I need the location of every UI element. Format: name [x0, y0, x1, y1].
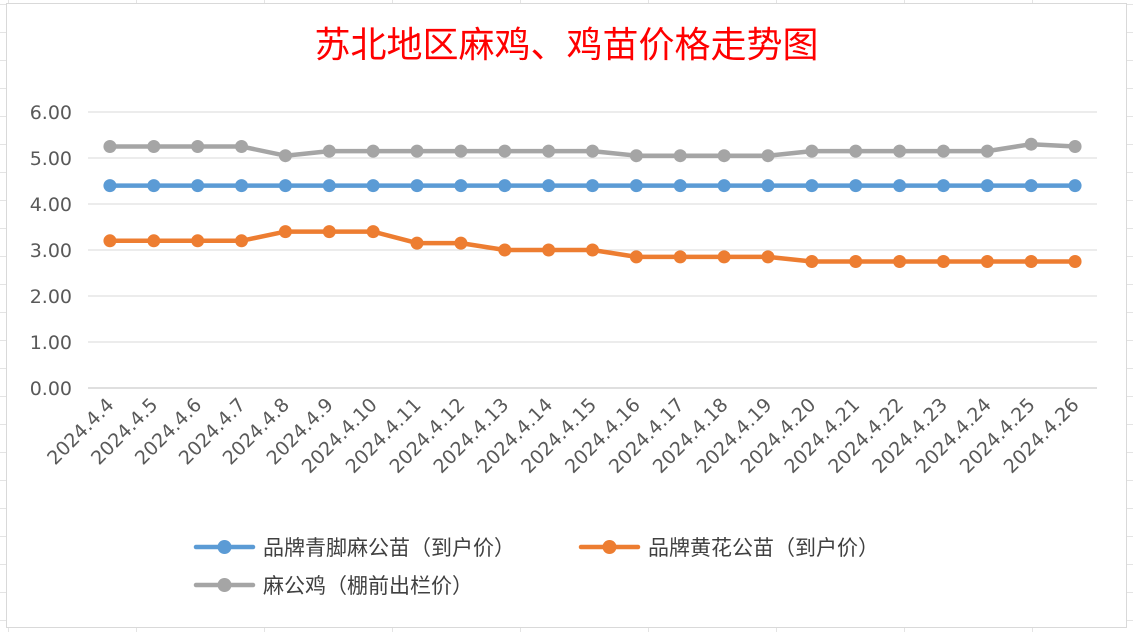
chart-title: 苏北地区麻鸡、鸡苗价格走势图 [314, 25, 819, 66]
data-point [1068, 255, 1082, 268]
data-point [586, 144, 599, 158]
legend-item: 麻公鸡（棚前出栏价） [193, 574, 473, 598]
data-point [191, 140, 205, 153]
data-point [542, 179, 556, 193]
data-point [191, 179, 205, 193]
data-point [235, 179, 249, 193]
data-point [761, 179, 775, 193]
data-point [147, 234, 161, 248]
data-point [717, 149, 731, 163]
y-tick-label: 1.00 [30, 332, 72, 354]
legend-label: 麻公鸡（棚前出栏价） [263, 574, 473, 598]
data-point [936, 255, 950, 268]
y-tick-label: 6.00 [30, 102, 72, 124]
y-tick-label: 3.00 [30, 240, 72, 262]
data-point [410, 144, 424, 158]
data-point [454, 179, 468, 193]
data-point [366, 144, 380, 158]
chart-area[interactable] [6, 3, 1127, 628]
legend-item: 品牌黄花公苗（到户价） [578, 536, 879, 560]
legend-item: 品牌青脚麻公苗（到户价） [193, 536, 515, 560]
data-point [673, 149, 687, 163]
data-point [586, 243, 599, 257]
data-point [1024, 179, 1038, 193]
y-tick-label: 0.00 [30, 378, 72, 400]
data-point [673, 179, 687, 193]
data-point [366, 179, 380, 193]
data-point [629, 250, 643, 264]
data-point [322, 225, 336, 239]
legend-marker [602, 540, 617, 554]
series-3 [103, 137, 1082, 163]
data-point [980, 255, 994, 268]
data-point [629, 179, 643, 193]
data-point [761, 250, 775, 264]
data-point [322, 144, 336, 158]
legend-marker [217, 578, 232, 592]
data-point [936, 144, 950, 158]
data-point [498, 179, 512, 193]
data-point [498, 144, 512, 158]
series-2 [103, 225, 1082, 268]
data-point [191, 234, 205, 248]
data-point [717, 179, 731, 193]
data-point [1068, 140, 1082, 153]
data-point [103, 179, 117, 193]
data-point [629, 149, 643, 163]
data-point [849, 179, 863, 193]
data-point [761, 149, 775, 163]
data-point [498, 243, 512, 257]
data-point [586, 179, 599, 193]
data-point [147, 140, 161, 153]
data-point [893, 255, 907, 268]
data-point [980, 144, 994, 158]
data-point [542, 243, 556, 257]
data-point [410, 179, 424, 193]
data-point [893, 179, 907, 193]
data-point [278, 225, 292, 239]
data-point [147, 179, 161, 193]
data-point [366, 225, 380, 239]
data-point [278, 149, 292, 163]
data-point [805, 255, 819, 268]
legend-label: 品牌黄花公苗（到户价） [648, 536, 879, 560]
data-point [322, 179, 336, 193]
data-point [454, 236, 468, 250]
data-point [235, 140, 249, 153]
data-point [278, 179, 292, 193]
data-point [1024, 137, 1038, 151]
data-point [103, 140, 117, 153]
data-point [805, 144, 819, 158]
data-point [235, 234, 249, 248]
y-tick-label: 2.00 [30, 286, 72, 308]
data-point [454, 144, 468, 158]
data-point [980, 179, 994, 193]
data-point [805, 179, 819, 193]
data-point [849, 255, 863, 268]
data-point [893, 144, 907, 158]
series-1 [103, 179, 1082, 193]
data-point [103, 234, 117, 248]
legend-marker [217, 540, 232, 554]
data-point [936, 179, 950, 193]
y-tick-label: 5.00 [30, 148, 72, 170]
data-point [542, 144, 556, 158]
y-tick-label: 4.00 [30, 194, 72, 216]
data-point [410, 236, 424, 250]
data-point [1068, 179, 1082, 193]
legend-label: 品牌青脚麻公苗（到户价） [263, 536, 515, 560]
data-point [849, 144, 863, 158]
data-point [673, 250, 687, 264]
data-point [717, 250, 731, 264]
data-point [1024, 255, 1038, 268]
